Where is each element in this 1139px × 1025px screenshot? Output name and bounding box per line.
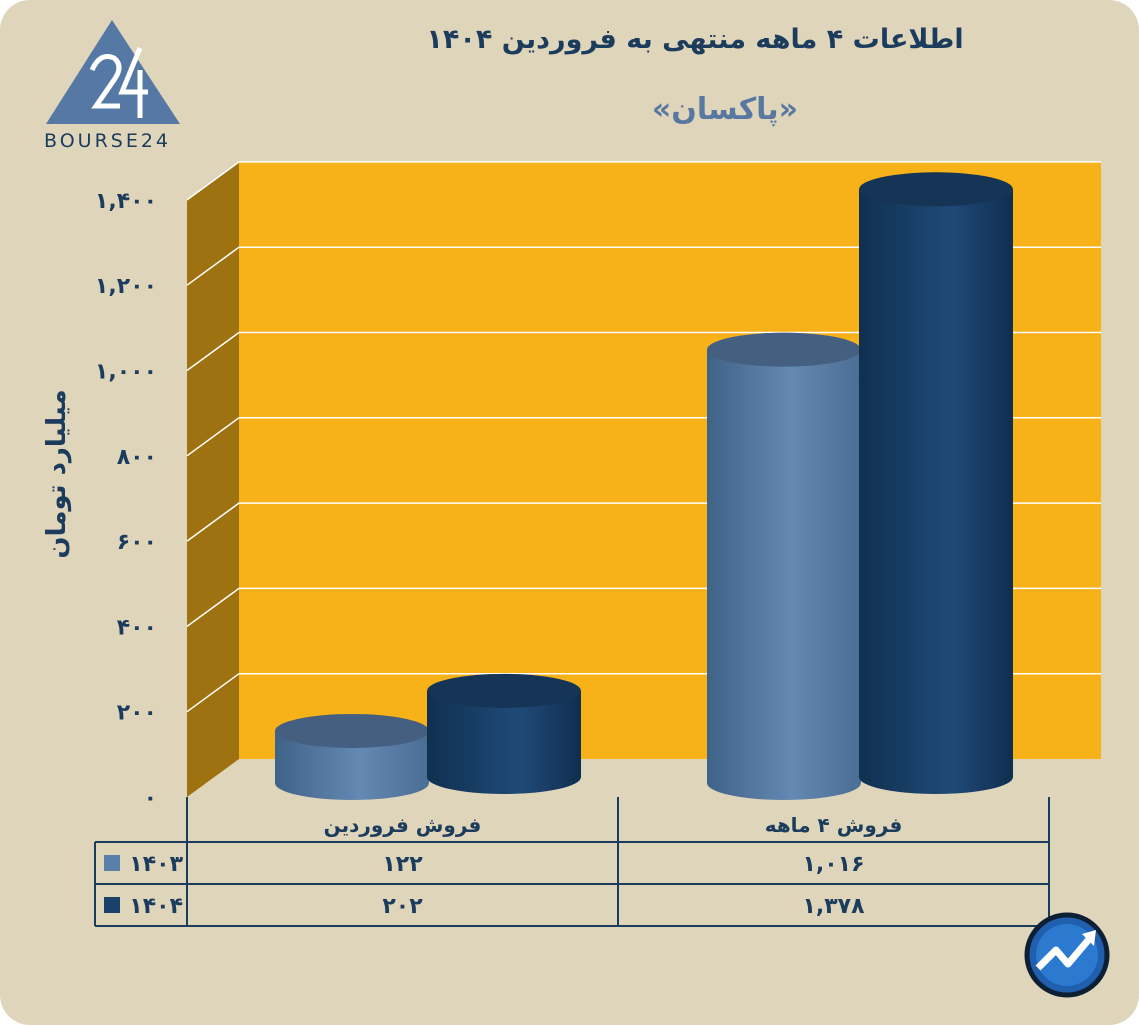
bar — [427, 673, 581, 794]
bar-top — [427, 673, 581, 708]
y-tick-label: ۸۰۰ — [117, 445, 157, 470]
bar — [275, 713, 429, 800]
y-tick-label: ۴۰۰ — [117, 615, 157, 640]
bourse24-logo — [40, 18, 190, 158]
bar-body — [275, 730, 429, 800]
plot-side-wall — [187, 161, 239, 797]
gridline — [186, 331, 1101, 372]
y-ticks: ۰ ۲۰۰ ۴۰۰ ۶۰۰ ۸۰۰ ۱,۰۰۰ ۱,۲۰۰ ۱,۴۰۰ — [95, 189, 157, 811]
bar — [707, 332, 861, 800]
bar-top — [707, 332, 861, 367]
logo-text: BOURSE24 — [44, 130, 172, 152]
bar-body — [859, 189, 1013, 794]
bar-body — [707, 349, 861, 800]
data-label: ۲۰۲ — [382, 894, 423, 919]
data-label: ۱۲۲ — [382, 852, 423, 877]
legend-swatch — [104, 855, 120, 871]
gridline — [186, 161, 1101, 201]
bar-top — [859, 172, 1013, 207]
y-tick-label: ۰ — [144, 786, 157, 811]
y-tick-label: ۱,۲۰۰ — [95, 274, 157, 299]
y-tick-label: ۶۰۰ — [117, 530, 157, 555]
data-label: ۱,۳۷۸ — [802, 894, 865, 919]
gridline — [186, 246, 1101, 286]
legend-swatch — [104, 897, 120, 913]
data-table: فروش فروردین فروش ۴ ماهه ۱۴۰۳ ۱۲۲ ۱,۰۱۶ ۱۴۰۴ ۲… — [94, 797, 1050, 927]
chart-title: اطلاعات ۴ ماهه منتهی به فروردین ۱۴۰۴ — [426, 24, 964, 55]
y-tick-label: ۲۰۰ — [117, 701, 157, 726]
legend-label: ۱۴۰۳ — [129, 852, 183, 877]
y-tick-label: ۱,۰۰۰ — [95, 360, 157, 385]
bar-top — [275, 713, 429, 748]
bars — [275, 172, 1013, 800]
category-label: فروش فروردین — [324, 813, 482, 837]
bar — [859, 172, 1013, 794]
chart-subtitle: «پاکسان» — [651, 92, 799, 127]
data-label: ۱,۰۱۶ — [802, 852, 864, 877]
trend-logo-icon — [1024, 912, 1110, 998]
legend-label: ۱۴۰۴ — [129, 894, 183, 919]
y-tick-label: ۱,۴۰۰ — [95, 189, 157, 214]
category-label: فروش ۴ ماهه — [765, 813, 903, 837]
bar-body — [427, 690, 581, 794]
